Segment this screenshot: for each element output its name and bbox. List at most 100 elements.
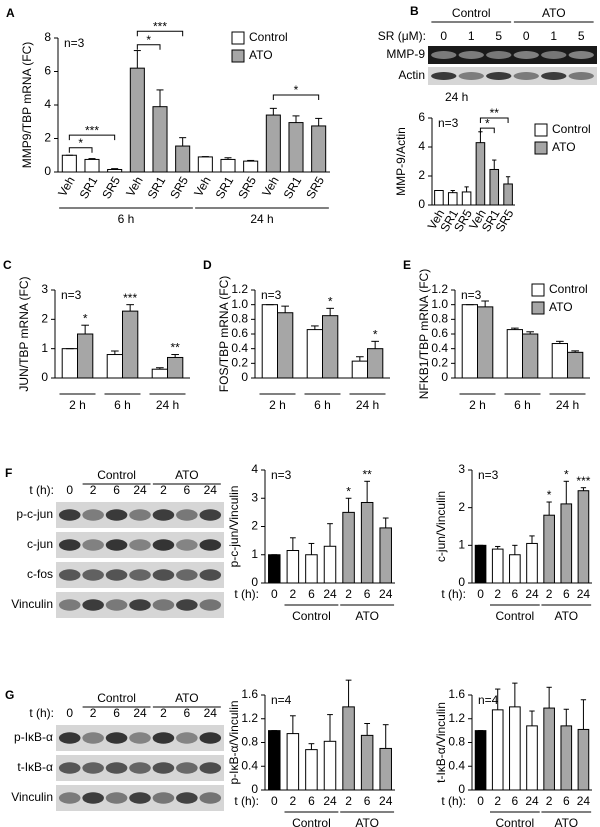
blot-band xyxy=(82,569,104,581)
bar xyxy=(567,351,584,379)
bar xyxy=(522,333,539,379)
x-tick-label: 6 h xyxy=(114,398,131,412)
blot-band xyxy=(129,509,151,521)
blot-band xyxy=(82,762,104,774)
x-tick-label: 6 xyxy=(364,794,371,808)
group-label: ATO xyxy=(355,609,379,623)
x-tick-label: 6 xyxy=(364,587,371,601)
y-tick-label: 0.8 xyxy=(448,735,465,749)
x-tick-label: 24 xyxy=(379,587,393,601)
x-tick-label: 2 xyxy=(345,587,352,601)
group-label: 6 h xyxy=(118,212,135,226)
x-tick-label: SR5 xyxy=(99,174,123,201)
significance: *** xyxy=(123,291,137,305)
bar xyxy=(577,490,590,584)
lane-label: 0 xyxy=(523,29,530,43)
x-tick-label: 24 xyxy=(525,794,539,808)
bar xyxy=(286,733,300,791)
bar xyxy=(243,160,259,173)
blot-band xyxy=(105,539,128,551)
bar xyxy=(543,514,555,584)
y-tick-label: 6 xyxy=(418,110,425,124)
bracket xyxy=(136,30,184,37)
panel-label: D xyxy=(203,258,212,272)
blot-band xyxy=(199,762,222,774)
legend-label: ATO xyxy=(552,140,576,154)
bar xyxy=(152,106,168,173)
row-label: MMP-9 xyxy=(386,47,425,61)
group-label: ATO xyxy=(175,691,199,705)
x-tick-label: 24 h xyxy=(556,398,579,412)
blot-band xyxy=(199,509,222,521)
blot-band xyxy=(58,792,81,804)
x-tick-label: SR5 xyxy=(235,174,259,201)
group-label: Control xyxy=(292,816,331,827)
y-tick-label: 0.2 xyxy=(231,356,248,370)
blot-band xyxy=(105,599,128,611)
blot-band xyxy=(486,72,512,80)
group-label: Control xyxy=(452,6,491,20)
blot-band xyxy=(152,569,175,581)
blot-band xyxy=(458,72,484,80)
x-axis-label: t (h): xyxy=(441,587,466,601)
bar xyxy=(461,304,479,379)
bar xyxy=(322,315,339,379)
y-tick-label: 4 xyxy=(251,462,258,476)
x-tick-label: 24 xyxy=(323,587,337,601)
significance: * xyxy=(564,467,569,481)
bar xyxy=(277,312,294,379)
row-label: p-IκB-α xyxy=(14,730,53,744)
lane-label: 24 xyxy=(133,483,147,497)
x-tick-label: 2 xyxy=(546,587,553,601)
bracket xyxy=(272,94,320,100)
y-tick-label: 3 xyxy=(458,462,465,476)
y-axis-label: NFKB1/TBP mRNA (FC) xyxy=(417,269,431,399)
x-tick-label: 24 xyxy=(577,794,591,808)
x-tick-label: Veh xyxy=(123,174,145,199)
blot-band xyxy=(152,792,175,804)
row-label: t-IκB-α xyxy=(17,760,53,774)
y-tick-label: 1.6 xyxy=(448,687,465,701)
bar xyxy=(197,156,213,173)
legend-swatch xyxy=(231,49,245,63)
significance: * xyxy=(547,488,552,502)
bar xyxy=(122,310,139,379)
sample-size: n=4 xyxy=(478,693,499,707)
blot-band xyxy=(176,732,198,744)
blot-band xyxy=(176,569,198,581)
sample-size: n=4 xyxy=(271,693,292,707)
row-label: p-c-jun xyxy=(16,507,53,521)
y-axis-label: t-IκB-α/Vinculin xyxy=(434,702,448,783)
blot-band xyxy=(129,762,151,774)
bracket xyxy=(68,134,116,141)
blot-band xyxy=(82,539,104,551)
bar xyxy=(509,706,521,791)
bar xyxy=(107,168,123,173)
x-tick-label: 0 xyxy=(477,794,484,808)
blot-strip xyxy=(428,46,597,64)
blot-strip xyxy=(56,532,224,558)
bar xyxy=(268,554,281,584)
blot-band xyxy=(176,539,198,551)
bar xyxy=(77,333,94,379)
blot-band xyxy=(568,72,594,80)
x-tick-label: 24 xyxy=(323,794,337,808)
lane-label: 0 xyxy=(66,483,73,497)
bar xyxy=(175,145,191,173)
significance: *** xyxy=(85,123,99,137)
y-tick-label: 1 xyxy=(458,538,465,552)
y-axis-label: MMP-9/Actin xyxy=(394,127,408,196)
legend-label: Control xyxy=(549,282,588,296)
bar xyxy=(447,192,458,206)
significance: * xyxy=(373,328,378,342)
bar xyxy=(305,554,318,584)
y-axis-label: c-jun/Vinculin xyxy=(434,491,448,562)
bar xyxy=(526,542,538,584)
y-tick-label: 1.2 xyxy=(431,282,448,296)
significance: * xyxy=(294,83,299,97)
y-tick-label: 0.4 xyxy=(241,758,258,772)
bar xyxy=(265,114,281,173)
y-tick-label: 0.8 xyxy=(431,312,448,326)
x-tick-label: 24 h xyxy=(156,398,179,412)
y-axis-label: MMP9/TBP mRNA (FC) xyxy=(20,42,34,168)
